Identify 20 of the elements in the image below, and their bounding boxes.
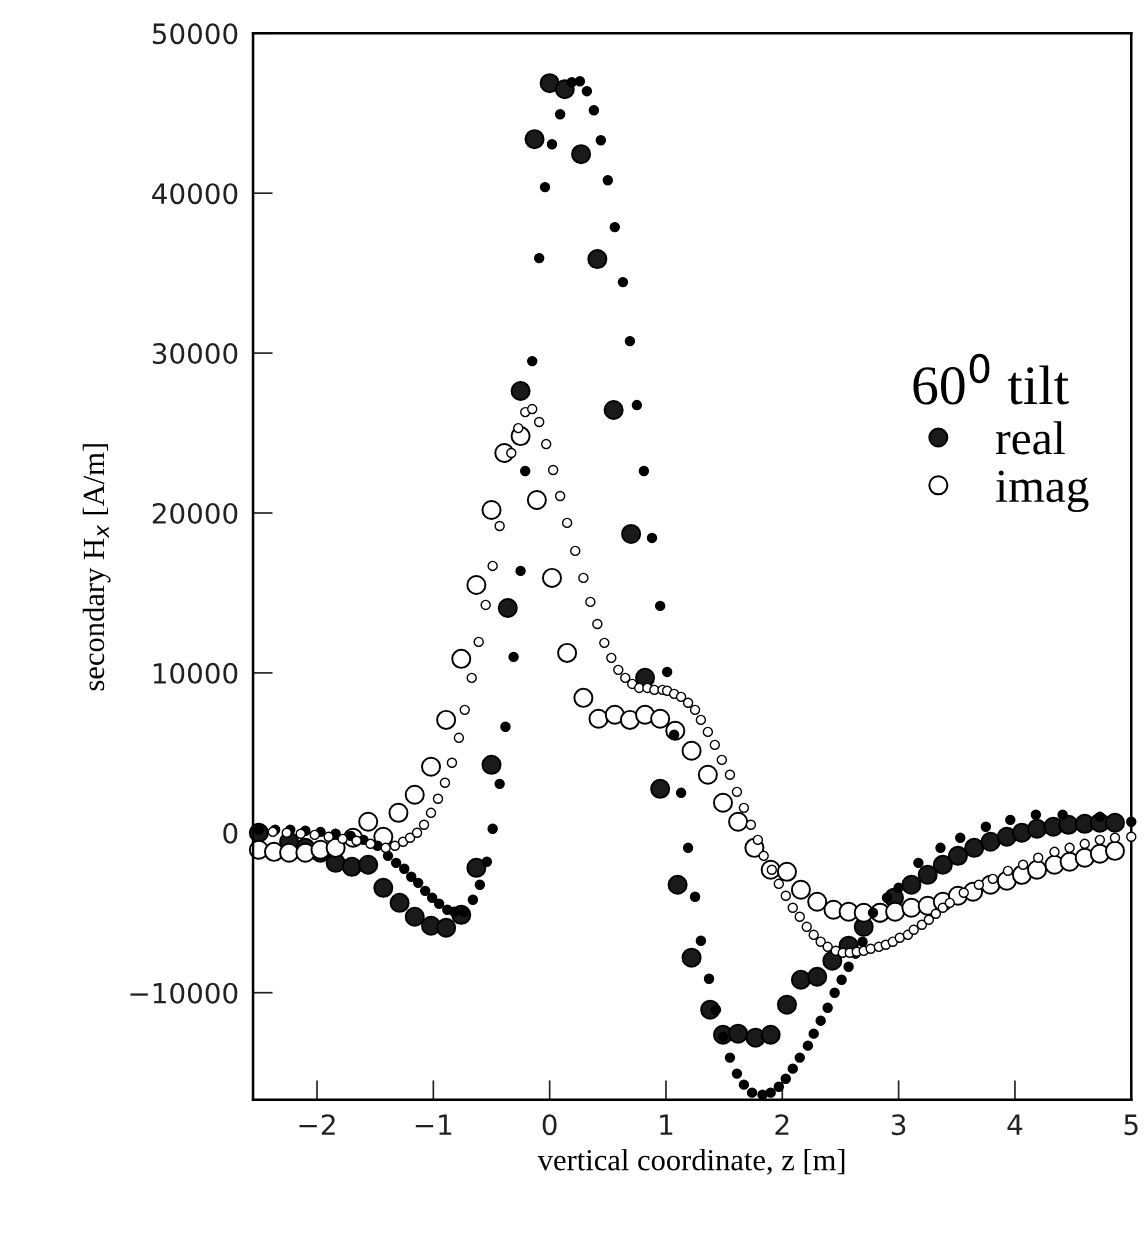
y-tick-label: 20000: [152, 502, 238, 524]
x-tick-label: −2: [299, 1114, 335, 1135]
x-tick-label: 1: [660, 1114, 673, 1135]
x-tick-label: 3: [891, 1114, 906, 1136]
y-tick-label: 30000: [152, 343, 238, 365]
legend-title: 60$^{0}$ tilt: [913, 353, 1069, 405]
y-tick-label: −10000: [130, 982, 238, 1004]
y-axis-title: secondary H$_{x}$ [A/m]: [82, 444, 111, 691]
y-tick-label: 40000: [152, 183, 238, 205]
x-tick-label: −1: [415, 1114, 452, 1135]
legend-label: imag: [995, 470, 1089, 513]
y-tick-label: 50000: [152, 23, 238, 45]
y-tick-label: 10000: [153, 662, 238, 684]
y-tick-label: 0: [223, 822, 238, 844]
x-tick-label: 4: [1007, 1114, 1023, 1135]
x-tick-label: 2: [775, 1114, 789, 1135]
x-tick-label: 5: [1124, 1114, 1138, 1136]
x-axis-title: vertical coordinate, z [m]: [537, 1148, 845, 1175]
legend-label: real: [995, 421, 1065, 455]
x-tick-label: 0: [542, 1114, 557, 1136]
